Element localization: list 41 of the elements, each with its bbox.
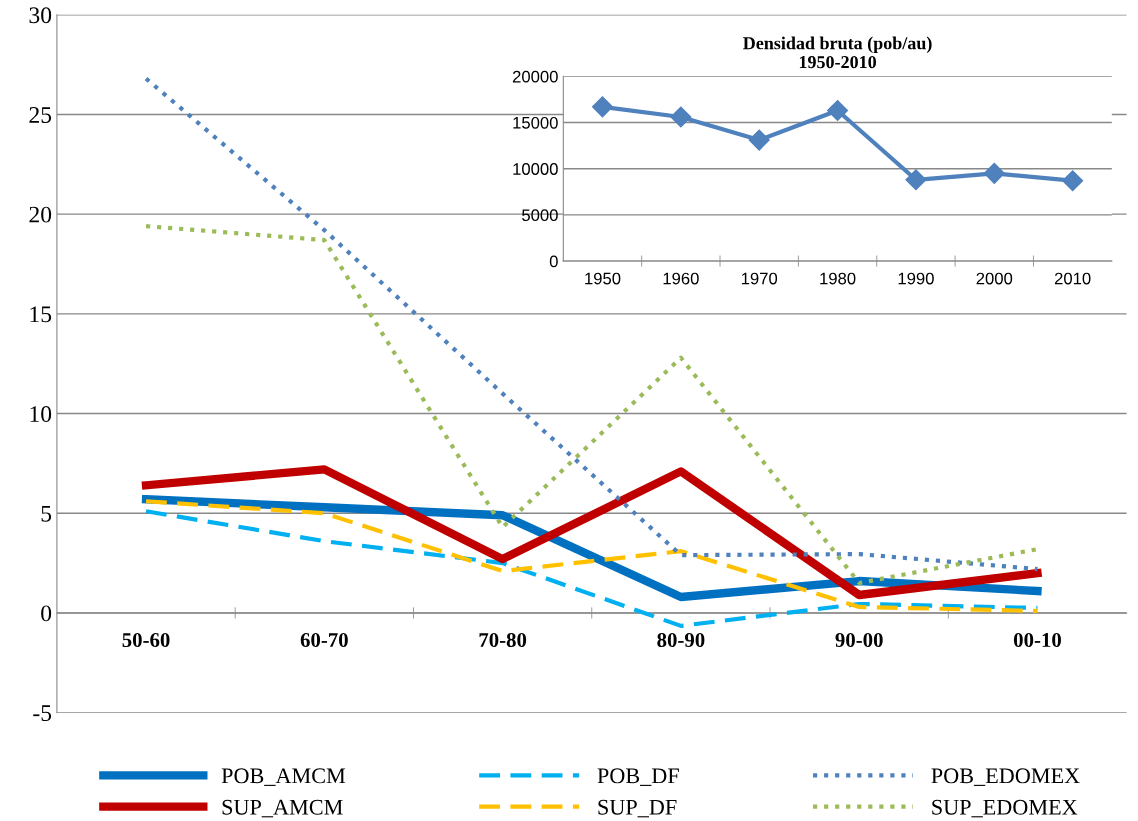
- legend-label: POB_EDOMEX: [931, 768, 1080, 786]
- x-tick-label: 50-60: [122, 632, 170, 648]
- legend-label: POB_DF: [597, 768, 679, 786]
- y-tick-label: 25: [29, 107, 52, 123]
- y-tick-label: -5: [33, 705, 52, 722]
- point: [670, 106, 692, 128]
- legend-label: SUP_DF: [598, 799, 677, 818]
- y-tick-label: 0: [549, 255, 558, 268]
- y-tick-label: 15: [30, 306, 52, 323]
- point: [983, 162, 1005, 184]
- y-tick-label: 5: [41, 505, 52, 522]
- x-tick-label: 90-00: [835, 632, 883, 648]
- y-tick-label: 10000: [513, 163, 558, 175]
- point: [748, 129, 770, 151]
- y-tick-label: 5000: [522, 209, 558, 222]
- x-tick-label: 1970: [741, 272, 778, 285]
- point: [591, 96, 614, 118]
- y-tick-label: 20000: [512, 70, 558, 83]
- y-tick-label: 0: [41, 605, 52, 622]
- x-tick-label: 60-70: [300, 632, 348, 648]
- point: [827, 100, 849, 122]
- x-tick-label: 70-80: [479, 632, 527, 648]
- point: [1062, 170, 1084, 192]
- x-tick-label: 1980: [820, 272, 856, 285]
- x-tick-label: 1960: [663, 272, 699, 285]
- x-tick-label: 2000: [976, 272, 1013, 285]
- x-tick-label: 80-90: [657, 632, 705, 648]
- legend-label: POB_AMCM: [221, 768, 346, 786]
- legend-label: SUP_AMCM: [222, 799, 343, 818]
- legend-label: SUP_EDOMEX: [932, 799, 1078, 818]
- y-tick-label: 20: [29, 206, 52, 223]
- x-tick-label: 1990: [898, 272, 934, 285]
- y-tick-label: 15000: [513, 116, 558, 129]
- chart-title: Densidad bruta (pob/au) 1950-2010: [743, 36, 932, 69]
- point: [905, 169, 927, 191]
- y-tick-label: 10: [30, 406, 52, 422]
- x-tick-label: 1950: [585, 272, 621, 285]
- x-tick-label: 00-10: [1013, 632, 1061, 648]
- x-tick-label: 2010: [1054, 272, 1091, 285]
- y-tick-label: 30: [29, 7, 52, 24]
- line-series: [143, 509, 1040, 628]
